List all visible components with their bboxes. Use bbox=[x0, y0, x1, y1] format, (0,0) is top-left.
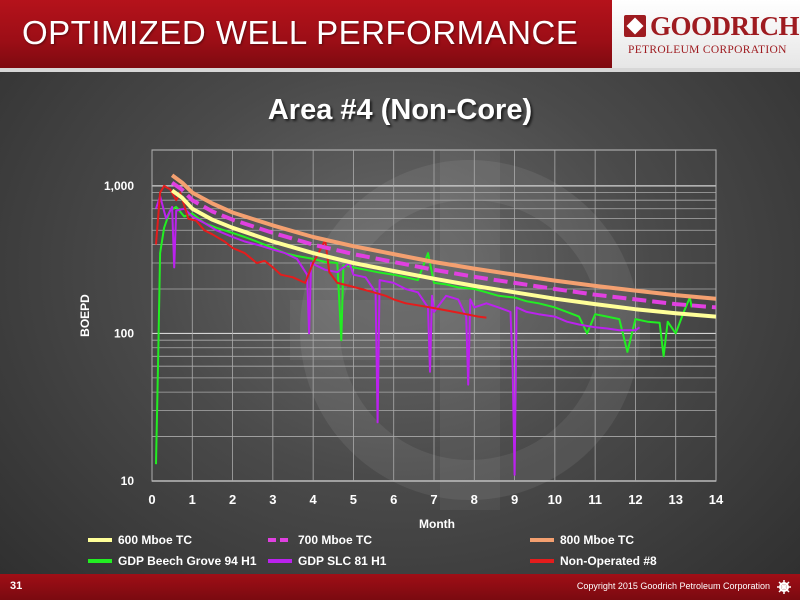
series-line-4 bbox=[155, 195, 641, 476]
x-tick-label: 10 bbox=[548, 492, 562, 507]
series-line-5 bbox=[155, 184, 487, 319]
x-tick-label: 11 bbox=[588, 492, 602, 507]
page-title: OPTIMIZED WELL PERFORMANCE bbox=[22, 14, 579, 51]
x-axis-label: Month bbox=[419, 517, 455, 531]
x-tick-label: 3 bbox=[269, 492, 276, 507]
x-tick-label: 12 bbox=[628, 492, 642, 507]
x-tick-label: 13 bbox=[668, 492, 682, 507]
legend-label: 600 Mboe TC bbox=[118, 533, 192, 547]
legend-label: GDP Beech Grove 94 H1 bbox=[118, 554, 257, 568]
legend-label: 700 Mboe TC bbox=[298, 533, 372, 547]
gear-icon bbox=[777, 580, 791, 594]
legend-label: Non-Operated #8 bbox=[560, 554, 657, 568]
y-tick-label: 100 bbox=[114, 326, 134, 340]
x-tick-label: 5 bbox=[350, 492, 357, 507]
x-tick-label: 6 bbox=[390, 492, 397, 507]
x-tick-label: 0 bbox=[148, 492, 155, 507]
x-tick-label: 2 bbox=[229, 492, 236, 507]
x-tick-label: 4 bbox=[310, 492, 318, 507]
y-tick-label: 1,000 bbox=[104, 179, 134, 193]
legend-label: 800 Mboe TC bbox=[560, 533, 634, 547]
logo-name: GOODRICH bbox=[650, 11, 800, 41]
page-number: 31 bbox=[10, 580, 23, 592]
legend-label: GDP SLC 81 H1 bbox=[298, 554, 387, 568]
series-line-0 bbox=[170, 188, 716, 319]
logo-mark-icon bbox=[624, 15, 646, 37]
series-line-2 bbox=[170, 173, 716, 301]
footer-bar: 31 Copyright 2015 Goodrich Petroleum Cor… bbox=[0, 574, 800, 600]
y-tick-label: 10 bbox=[121, 474, 135, 488]
x-tick-label: 1 bbox=[189, 492, 196, 507]
header-divider bbox=[0, 68, 800, 72]
x-tick-label: 9 bbox=[511, 492, 518, 507]
company-logo: GOODRICH PETROLEUM CORPORATION bbox=[612, 0, 800, 68]
x-tick-label: 7 bbox=[430, 492, 437, 507]
x-tick-label: 14 bbox=[709, 492, 724, 507]
chart-title: Area #4 (Non-Core) bbox=[267, 94, 533, 126]
copyright-text: Copyright 2015 Goodrich Petroleum Corpor… bbox=[576, 581, 770, 591]
y-axis-label: BOEPD bbox=[78, 294, 92, 337]
series-line-1 bbox=[170, 181, 716, 310]
logo-subtitle: PETROLEUM CORPORATION bbox=[628, 44, 787, 56]
x-tick-label: 8 bbox=[471, 492, 478, 507]
